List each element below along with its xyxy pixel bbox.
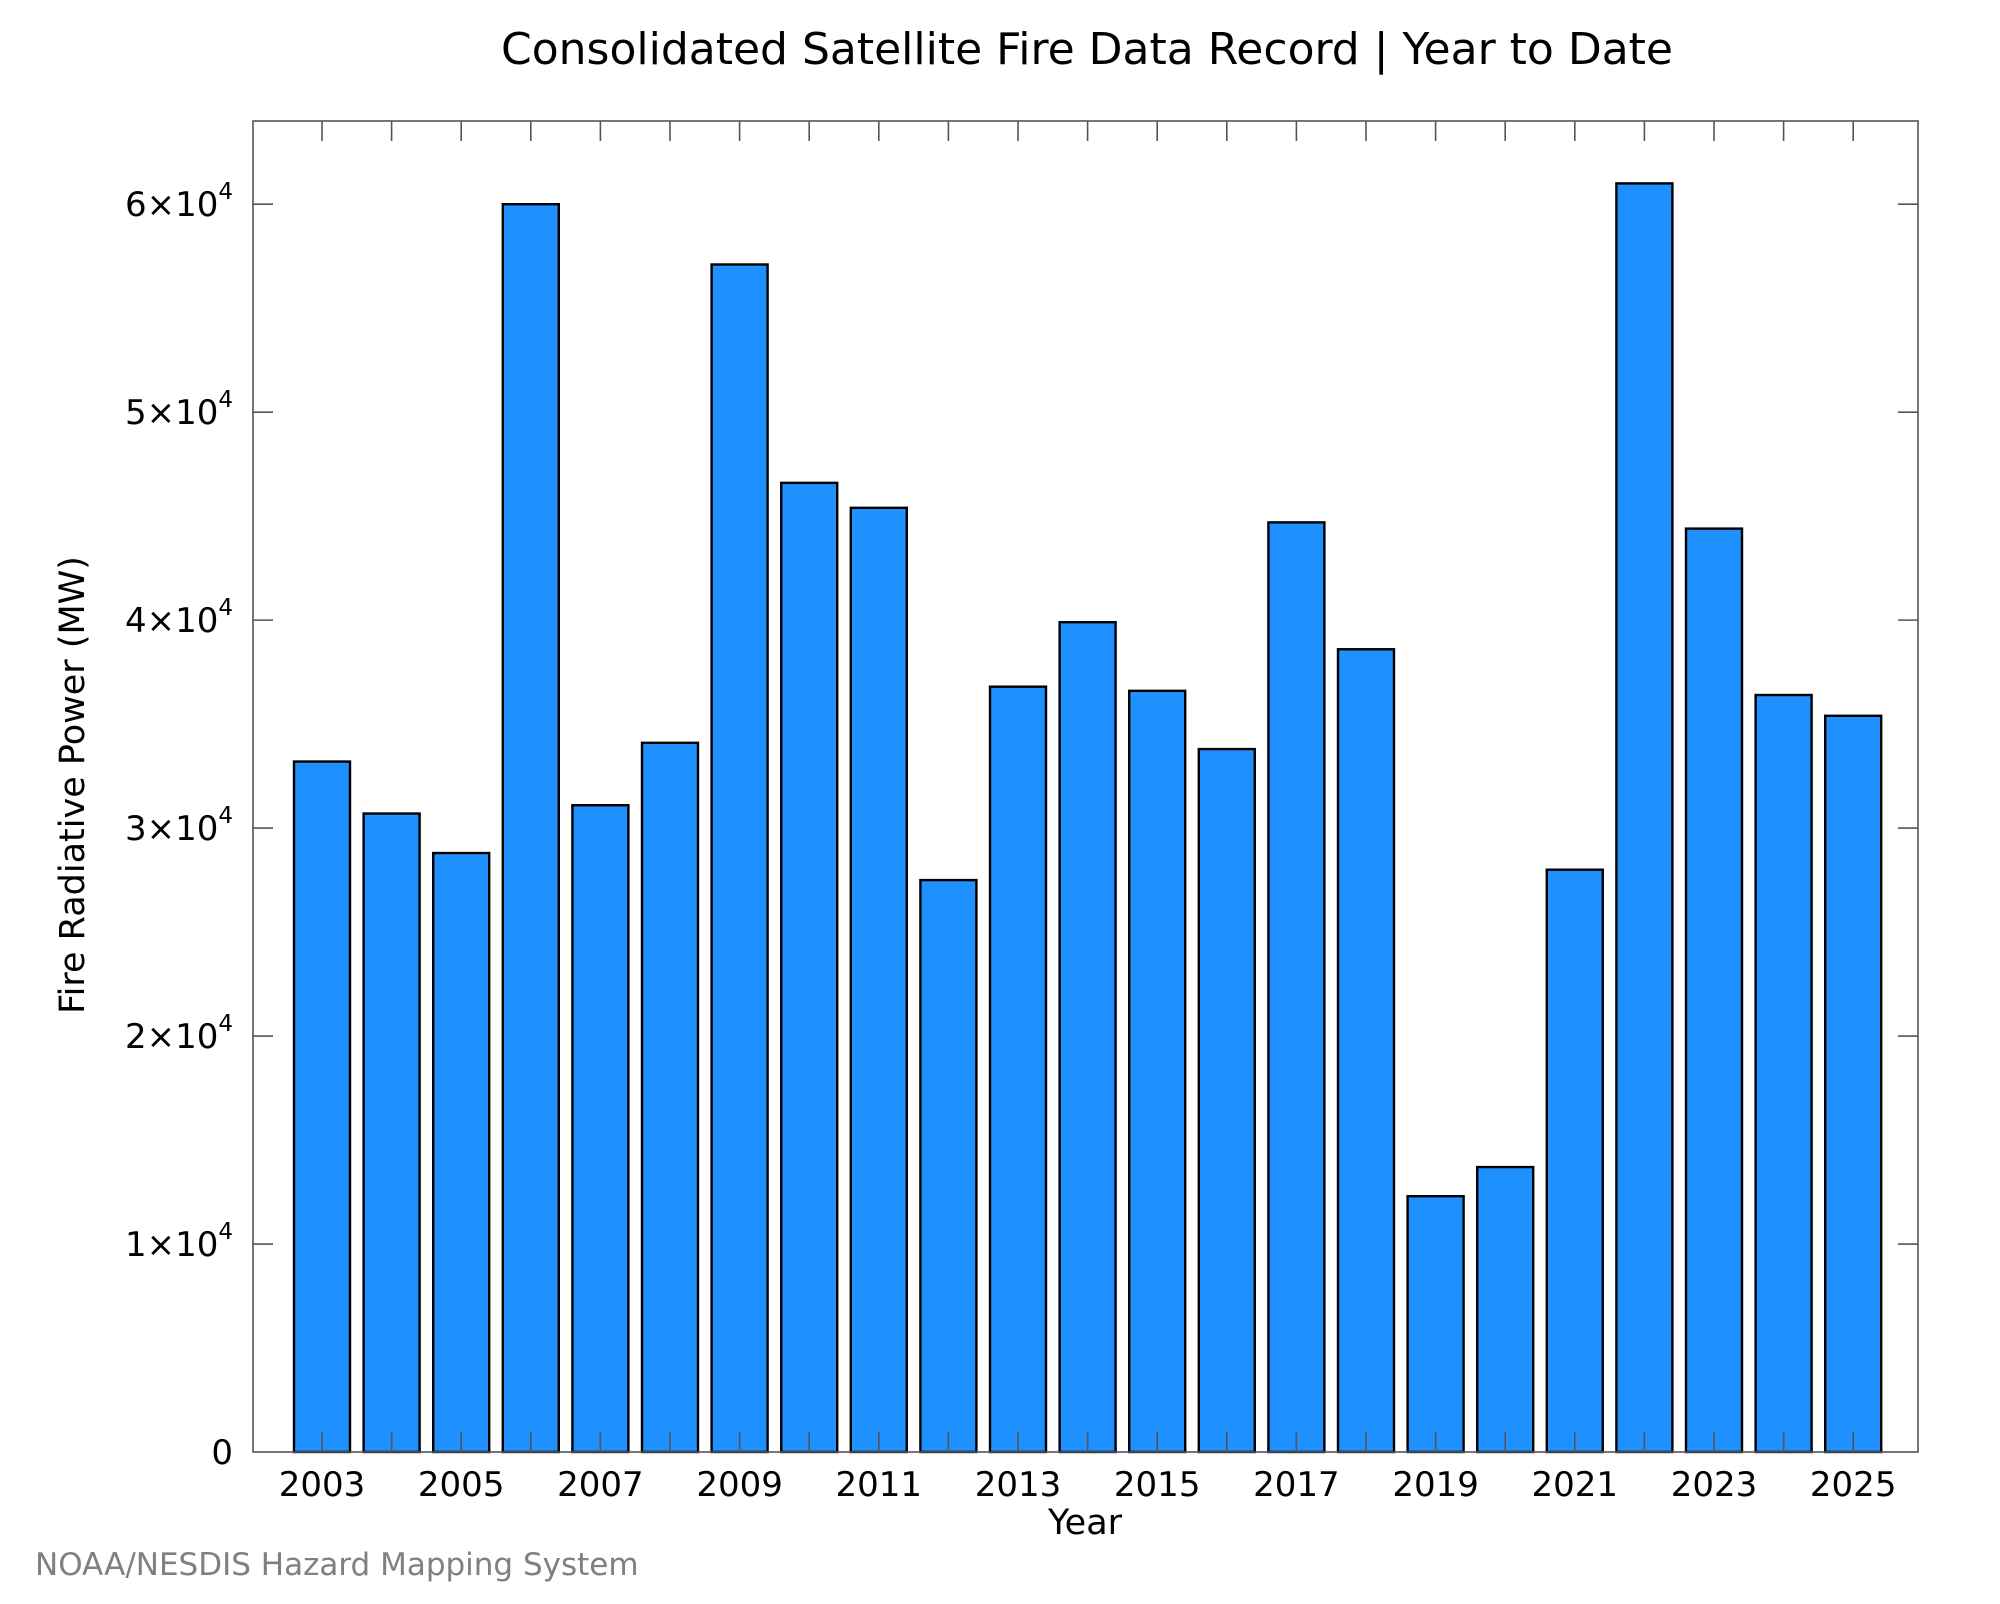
- bar-2005: [432, 851, 491, 1454]
- bar-2024: [1754, 693, 1813, 1454]
- x-tick-label: 2007: [557, 1465, 644, 1505]
- bar-2013: [988, 685, 1048, 1454]
- y-axis-label: Fire Radiative Power (MW): [53, 556, 93, 1014]
- bar-2020: [1475, 1165, 1535, 1454]
- x-tick-label: 2003: [279, 1465, 366, 1505]
- chart-title: Consolidated Satellite Fire Data Record …: [501, 24, 1673, 75]
- bars-group: [292, 182, 1883, 1454]
- bar-2012: [919, 878, 978, 1454]
- x-axis: 2003 2005 2007 2009 2011 2013 2015 2017 2019 2021…: [279, 121, 1897, 1505]
- y-axis: 0 1×104 2×104 3×104 4×104 5×104 6×104: [125, 179, 1918, 1473]
- x-tick-label: 2023: [1671, 1465, 1758, 1505]
- y-tick-label: 3×104: [125, 803, 233, 849]
- y-tick-label: 4×104: [125, 595, 233, 641]
- x-tick-label: 2013: [975, 1465, 1062, 1505]
- plot-frame: [252, 120, 1919, 1453]
- x-tick-label: 2019: [1392, 1465, 1479, 1505]
- bar-2021: [1545, 868, 1605, 1454]
- bar-2018: [1336, 648, 1396, 1454]
- x-tick-label: 2009: [696, 1465, 783, 1505]
- y-tick-label: 0: [211, 1433, 233, 1473]
- bar-2022: [1615, 182, 1674, 1454]
- bar-2003: [292, 760, 352, 1454]
- bar-2009: [710, 263, 769, 1454]
- credit-text: NOAA/NESDIS Hazard Mapping System: [35, 1547, 639, 1583]
- x-tick-label: 2005: [418, 1465, 505, 1505]
- x-tick-label: 2015: [1114, 1465, 1201, 1505]
- bar-2015: [1127, 689, 1187, 1454]
- y-tick-label: 1×104: [125, 1219, 233, 1265]
- bar-2016: [1197, 747, 1257, 1454]
- bar-2023: [1684, 527, 1744, 1454]
- bar-2008: [640, 741, 700, 1454]
- x-tick-label: 2021: [1532, 1465, 1619, 1505]
- bar-2019: [1406, 1194, 1465, 1454]
- bar-2017: [1267, 521, 1326, 1454]
- bar-2010: [780, 481, 839, 1454]
- x-axis-label: Year: [1047, 1503, 1123, 1543]
- y-tick-label: 6×104: [125, 179, 233, 225]
- y-tick-label: 2×104: [125, 1011, 233, 1057]
- bar-2014: [1058, 621, 1117, 1454]
- x-tick-label: 2017: [1253, 1465, 1340, 1505]
- x-tick-label: 2025: [1810, 1465, 1897, 1505]
- bar-2007: [571, 804, 630, 1454]
- y-tick-label: 5×104: [125, 387, 233, 433]
- bar-2025: [1823, 714, 1883, 1454]
- bar-2004: [362, 812, 421, 1454]
- bar-2011: [849, 506, 908, 1454]
- x-tick-label: 2011: [836, 1465, 923, 1505]
- bar-2006: [501, 202, 560, 1454]
